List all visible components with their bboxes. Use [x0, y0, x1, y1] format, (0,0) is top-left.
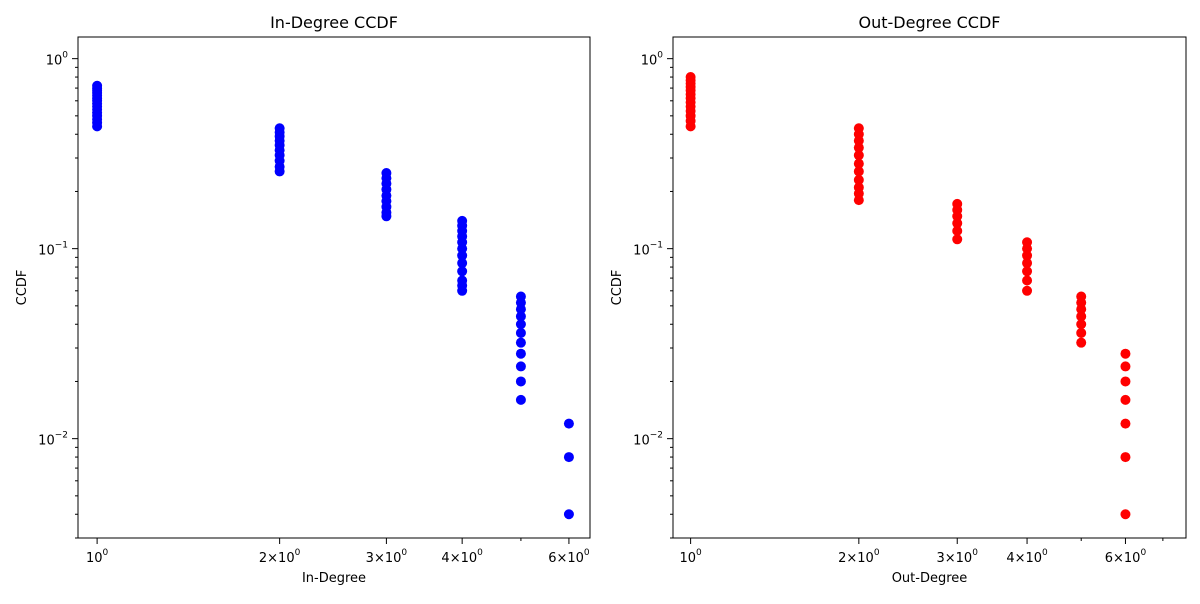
y-tick-label: 10−2: [38, 431, 68, 449]
data-point: [952, 225, 963, 236]
out-degree-panel: Out-Degree CCDF Out-Degree CCDF 100 2×100…: [610, 13, 1187, 586]
data-point: [515, 361, 526, 372]
data-point: [1022, 250, 1033, 261]
data-point: [1120, 452, 1131, 463]
in-degree-panel: In-Degree CCDF In-Degree CCDF 100 2×100 3×…: [15, 13, 591, 586]
data-point: [1120, 348, 1131, 359]
data-point: [92, 121, 103, 132]
data-points: [92, 80, 574, 520]
data-point: [1120, 394, 1131, 405]
data-point: [457, 266, 468, 277]
plot-frame: [77, 36, 591, 539]
data-point: [563, 452, 574, 463]
data-point: [1076, 319, 1087, 330]
y-tick-label: 100: [641, 51, 664, 69]
data-points: [685, 72, 1131, 520]
chart-title: Out-Degree CCDF: [859, 13, 1001, 32]
data-point: [685, 121, 696, 132]
data-point: [952, 234, 963, 245]
y-tick-label: 10−1: [633, 241, 663, 259]
data-point: [952, 211, 963, 222]
data-point: [1120, 418, 1131, 429]
y-tick-label: 10−1: [38, 241, 68, 259]
x-tick-label: 2×100: [259, 548, 301, 566]
chart-title: In-Degree CCDF: [270, 13, 398, 32]
x-tick-label: 3×100: [937, 548, 979, 566]
data-point: [1076, 311, 1087, 322]
data-point: [563, 509, 574, 520]
data-point: [457, 243, 468, 254]
data-point: [515, 311, 526, 322]
data-point: [1022, 275, 1033, 286]
x-axis-label: Out-Degree: [892, 571, 968, 586]
data-point: [1022, 266, 1033, 277]
y-axis-label: CCDF: [15, 270, 30, 306]
data-point: [1120, 361, 1131, 372]
data-point: [853, 174, 864, 185]
y-axis-label: CCDF: [610, 270, 625, 306]
data-point: [853, 135, 864, 146]
data-point: [563, 418, 574, 429]
data-point: [515, 304, 526, 315]
data-point: [1076, 304, 1087, 315]
data-point: [1120, 509, 1131, 520]
data-point: [1022, 285, 1033, 296]
data-point: [853, 195, 864, 206]
data-point: [1076, 327, 1087, 338]
x-tick-label: 6×100: [548, 548, 590, 566]
x-tick-label: 6×100: [1105, 548, 1147, 566]
data-point: [457, 250, 468, 261]
x-tick-label: 4×100: [1006, 548, 1048, 566]
axis-ticks: 100 2×100 3×100 4×100 6×100 100 10−1 10−2: [38, 51, 590, 566]
x-axis-label: In-Degree: [302, 571, 366, 586]
x-tick-label: 2×100: [838, 548, 880, 566]
data-point: [952, 218, 963, 229]
data-point: [853, 150, 864, 161]
data-point: [515, 327, 526, 338]
data-point: [853, 142, 864, 153]
data-point: [515, 394, 526, 405]
data-point: [1076, 337, 1087, 348]
data-point: [515, 319, 526, 330]
data-point: [515, 337, 526, 348]
data-point: [457, 258, 468, 269]
x-tick-label: 100: [679, 548, 702, 566]
x-tick-label: 3×100: [366, 548, 408, 566]
y-tick-label: 100: [46, 51, 69, 69]
data-point: [457, 285, 468, 296]
data-point: [381, 211, 392, 222]
data-point: [853, 166, 864, 177]
x-tick-label: 4×100: [441, 548, 483, 566]
data-point: [1120, 376, 1131, 387]
data-point: [515, 348, 526, 359]
data-point: [1022, 258, 1033, 269]
data-point: [274, 166, 285, 177]
plot-frame: [672, 36, 1187, 539]
data-point: [853, 158, 864, 169]
data-point: [1022, 243, 1033, 254]
y-tick-label: 10−2: [633, 431, 663, 449]
data-point: [515, 376, 526, 387]
x-tick-label: 100: [86, 548, 109, 566]
